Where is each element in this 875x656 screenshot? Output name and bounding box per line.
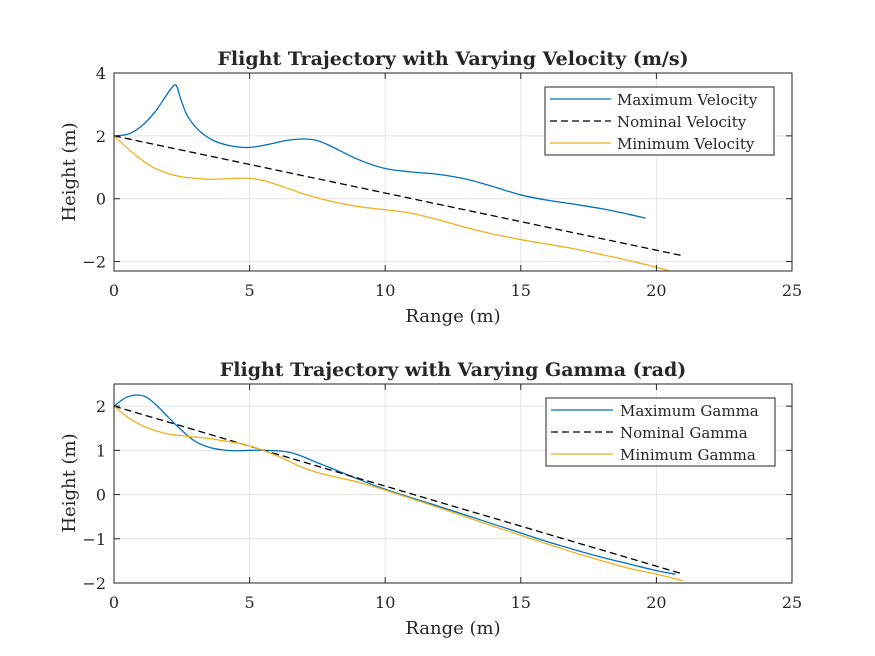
series-group <box>113 84 684 272</box>
series-line-nominal-velocity <box>113 135 684 257</box>
x-axis-label: Range (m) <box>405 618 500 639</box>
y-tick-label: −1 <box>82 530 106 549</box>
y-tick-label: 2 <box>96 127 106 146</box>
x-tick-label: 0 <box>109 593 119 612</box>
series-line-maximum-gamma <box>113 394 676 575</box>
legend: Maximum Velocity Nominal Velocity Minimu… <box>544 86 775 156</box>
y-tick-label: −2 <box>82 574 106 593</box>
x-tick-label: 5 <box>245 281 255 300</box>
gamma-subplot: 0 5 10 15 20 25 −2 −1 0 1 2 Flight Trajectory with… <box>59 359 802 639</box>
x-tick-label: 20 <box>646 593 666 612</box>
legend-label-minimum: Minimum Velocity <box>617 135 755 153</box>
legend-label-maximum: Maximum Gamma <box>620 402 759 420</box>
series-line-minimum-gamma <box>113 405 684 582</box>
legend-label-minimum: Minimum Gamma <box>620 446 756 464</box>
series-line-maximum-velocity <box>113 84 646 219</box>
x-tick-label: 25 <box>782 281 802 300</box>
axes-box <box>113 383 793 584</box>
legend-label-nominal: Nominal Velocity <box>617 113 747 131</box>
legend-label-nominal: Nominal Gamma <box>620 424 748 442</box>
x-tick-label: 15 <box>511 593 531 612</box>
x-tick-label: 15 <box>511 281 531 300</box>
series-line-minimum-velocity <box>113 135 671 272</box>
y-tick-label: 2 <box>96 397 106 416</box>
y-tick-label: 1 <box>96 441 106 460</box>
x-tick-label: 0 <box>109 281 119 300</box>
legend-label-maximum: Maximum Velocity <box>617 91 758 109</box>
y-tick-label: 4 <box>96 64 106 83</box>
x-tick-label: 10 <box>375 593 395 612</box>
x-tick-label: 25 <box>782 593 802 612</box>
y-axis-label: Height (m) <box>59 122 80 221</box>
y-axis-label: Height (m) <box>59 433 80 532</box>
x-tick-label: 10 <box>375 281 395 300</box>
x-axis-label: Range (m) <box>405 306 500 327</box>
legend: Maximum Gamma Nominal Gamma Minimum Gamm… <box>545 397 776 467</box>
y-tick-label: 0 <box>96 190 106 209</box>
axes-box <box>113 72 793 272</box>
y-tick-label: 0 <box>96 486 106 505</box>
chart-title: Flight Trajectory with Varying Velocity … <box>217 48 688 70</box>
x-tick-label: 20 <box>646 281 666 300</box>
series-group <box>113 394 684 582</box>
chart-title: Flight Trajectory with Varying Gamma (ra… <box>220 359 686 381</box>
x-tick-label: 5 <box>245 593 255 612</box>
y-tick-label: −2 <box>82 253 106 272</box>
tick-group: 0 5 10 15 20 25 −2 −1 0 1 2 <box>82 384 802 612</box>
